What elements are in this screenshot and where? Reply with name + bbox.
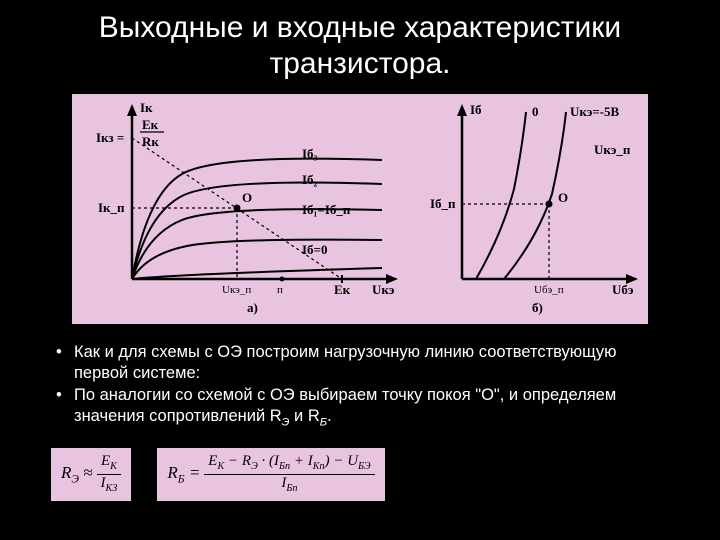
- right-y-label: Iб: [470, 102, 482, 117]
- right-x-label: Uбэ: [612, 282, 634, 297]
- svg-text:Iб₃: Iб₃: [302, 146, 318, 161]
- svg-text:а): а): [247, 300, 258, 315]
- left-y-label: Iк: [140, 100, 153, 115]
- svg-text:б): б): [532, 300, 543, 315]
- svg-text:Uкэ_п: Uкэ_п: [594, 142, 631, 157]
- svg-text:п: п: [277, 284, 283, 296]
- output-chart: Iк Uкэ Iкз = Ек Rк Iб₃ Iб₂ Iб₁=Iб_п Iб=0…: [96, 100, 398, 315]
- formula-row: RЭ ≈ EK IКЗ RБ = EK − RЭ · (IБп + IКп) −…: [0, 441, 720, 507]
- ikz-eq: Iкз =: [96, 130, 124, 145]
- svg-text:Ек: Ек: [142, 117, 159, 132]
- formula-rb: RБ = EK − RЭ · (IБп + IКп) − UБЭ IБп: [156, 447, 385, 501]
- bullet-item: Как и для схемы с ОЭ построим нагрузочну…: [50, 342, 670, 383]
- svg-text:Iб=0: Iб=0: [302, 242, 327, 257]
- svg-text:О: О: [558, 190, 568, 205]
- svg-text:Uкэ_п: Uкэ_п: [222, 284, 251, 296]
- svg-text:Iб₁=Iб_п: Iб₁=Iб_п: [302, 202, 351, 217]
- slide-title: Выходные и входные характеристики транзи…: [0, 0, 720, 88]
- input-chart: Iб Uбэ 0 Uкэ=-5В О Iб_п Uбэ_п Uкэ_п б): [430, 102, 638, 315]
- svg-text:0: 0: [532, 104, 539, 119]
- left-x-label: Uкэ: [372, 282, 395, 297]
- bullet-item: По аналогии со схемой с ОЭ выбираем точк…: [50, 385, 670, 429]
- svg-text:Iб₂: Iб₂: [302, 172, 318, 187]
- svg-text:Iк_п: Iк_п: [98, 200, 125, 215]
- svg-text:Ек: Ек: [334, 282, 351, 297]
- bullet-list: Как и для схемы с ОЭ построим нагрузочну…: [0, 336, 720, 441]
- svg-text:О: О: [242, 190, 252, 205]
- svg-text:Rк: Rк: [142, 134, 159, 149]
- svg-text:Iб_п: Iб_п: [430, 196, 456, 211]
- characteristics-diagram: Iк Uкэ Iкз = Ек Rк Iб₃ Iб₂ Iб₁=Iб_п Iб=0…: [72, 94, 648, 324]
- formula-re: RЭ ≈ EK IКЗ: [50, 447, 132, 501]
- svg-text:Uбэ_п: Uбэ_п: [534, 284, 564, 296]
- svg-text:Uкэ=-5В: Uкэ=-5В: [570, 104, 620, 119]
